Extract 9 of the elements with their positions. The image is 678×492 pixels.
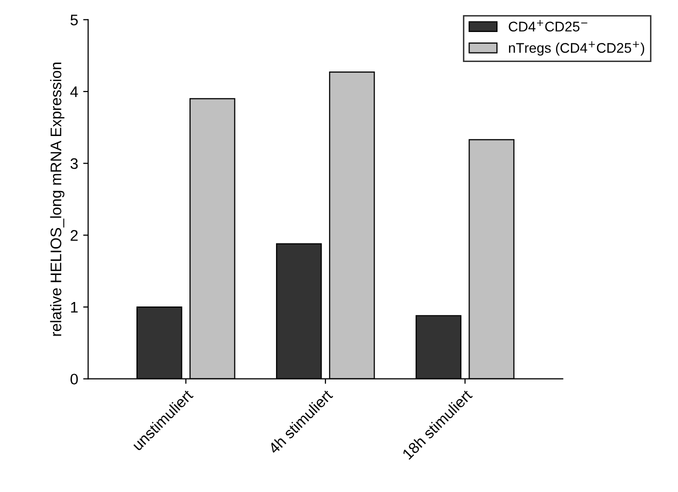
legend-label: CD4$^{+}$CD25$^{−}$	[508, 20, 588, 32]
y-axis-title: relative HELIOS_long mRNA Expression	[50, 62, 64, 336]
y-tick-label: 4	[70, 86, 78, 98]
y-tick-label: 5	[70, 14, 78, 26]
y-tick-label: 0	[70, 374, 78, 385]
y-tick-label: 3	[70, 158, 78, 170]
legend-label: nTregs (CD4$^{+}$CD25$^{+}$)	[509, 41, 644, 56]
y-tick-label: 1	[71, 302, 78, 313]
y-tick-label: 2	[70, 230, 78, 241]
